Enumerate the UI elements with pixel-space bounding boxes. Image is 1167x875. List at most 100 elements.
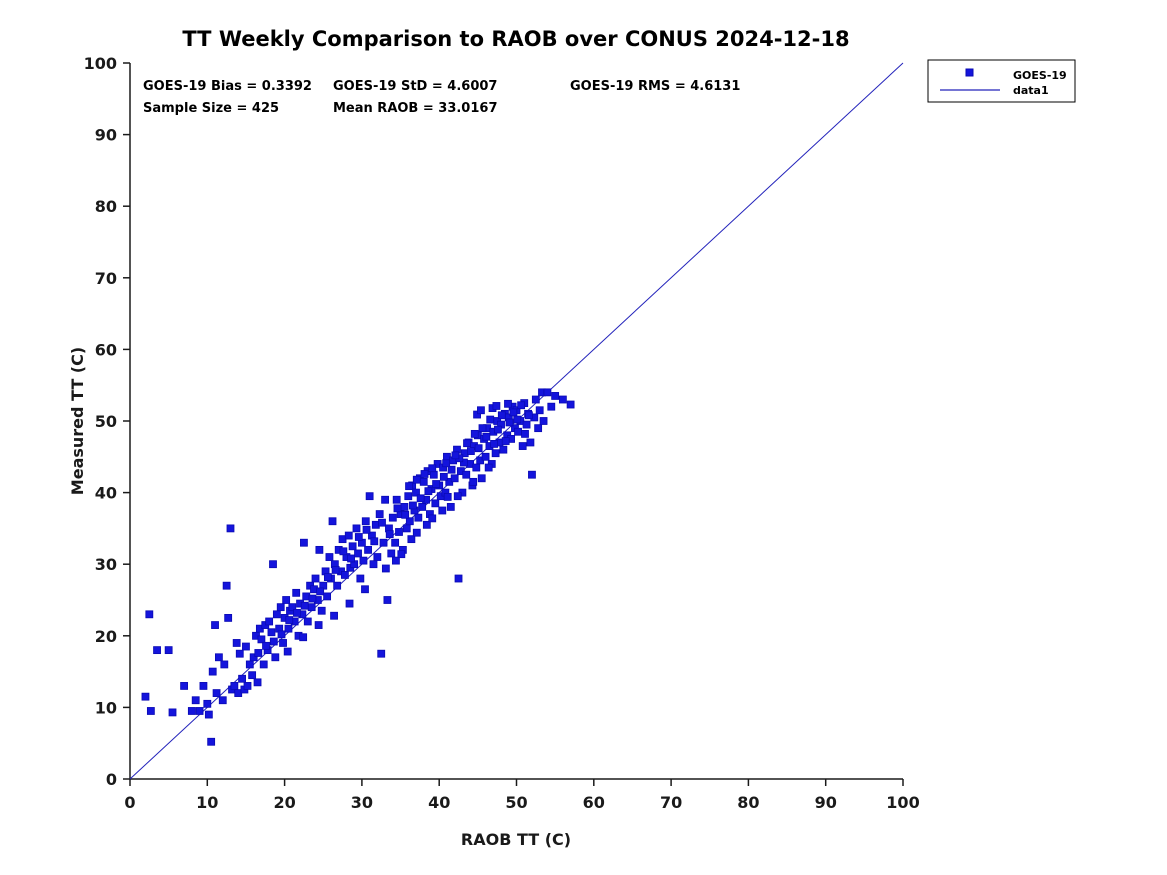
scatter-point	[222, 581, 231, 590]
scatter-point	[379, 538, 388, 547]
scatter-point	[428, 464, 437, 473]
y-tick-label: 70	[95, 269, 117, 288]
scatter-point	[513, 415, 522, 424]
scatter-point	[439, 472, 448, 481]
scatter-point	[387, 549, 396, 558]
scatter-point	[431, 499, 440, 508]
scatter-point	[146, 707, 155, 715]
scatter-point	[373, 553, 382, 561]
scatter-point	[333, 581, 342, 590]
scatter-point	[285, 616, 294, 624]
scatter-point	[463, 439, 471, 448]
y-tick-label: 80	[95, 197, 117, 216]
x-tick-label: 70	[660, 793, 682, 812]
scatter-point	[331, 566, 340, 574]
scatter-point	[450, 474, 459, 483]
scatter-point	[224, 614, 233, 622]
scatter-point	[494, 425, 502, 434]
scatter-point	[284, 624, 293, 633]
scatter-point	[381, 495, 389, 504]
x-axis-label: RAOB TT (C)	[461, 830, 571, 849]
scatter-point	[308, 594, 317, 603]
scatter-point	[378, 518, 386, 527]
scatter-point	[521, 429, 529, 438]
axes: 0 10 20 30 40 50 60 70 80 90 100 0 10 20 30 40 50 60 70 80 9…	[84, 54, 920, 812]
x-tick-label: 60	[583, 793, 605, 812]
scatter-point	[469, 477, 478, 486]
scatter-point	[383, 596, 392, 604]
scatter-point	[242, 642, 250, 651]
scatter-point	[277, 630, 286, 639]
x-tick-label: 0	[124, 793, 135, 812]
scatter-point	[416, 494, 425, 503]
scatter-point	[208, 667, 217, 676]
scatter-point	[504, 399, 512, 408]
scatter-point	[315, 545, 324, 554]
scatter-point	[497, 411, 506, 420]
scatter-point	[486, 415, 495, 424]
y-tick-label: 40	[95, 484, 117, 503]
scatter-point	[276, 603, 285, 612]
stat-std: GOES-19 StD = 4.6007	[333, 79, 497, 94]
scatter-point	[492, 402, 501, 410]
scatter-point	[447, 465, 456, 474]
y-tick-label: 100	[84, 54, 117, 73]
scatter-point	[402, 524, 411, 533]
scatter-point	[269, 637, 278, 646]
scatter-point	[395, 528, 403, 536]
scatter-point	[254, 649, 263, 657]
scatter-point	[345, 599, 354, 608]
scatter-point	[491, 449, 500, 458]
scatter-point	[243, 682, 252, 690]
scatter-point	[325, 553, 334, 561]
scatter-point	[478, 424, 487, 433]
scatter-point	[232, 639, 241, 647]
scatter-point	[354, 533, 363, 541]
scatter-point	[393, 504, 402, 513]
scatter-point	[362, 525, 371, 534]
scatter-point	[391, 538, 400, 547]
legend: GOES-19 data1	[927, 59, 1076, 103]
scatter-point	[265, 617, 274, 626]
scatter-point	[364, 545, 372, 554]
scatter-point	[535, 406, 544, 415]
y-tick-label: 20	[95, 627, 117, 646]
scatter-point	[365, 492, 374, 501]
scatter-point	[474, 444, 483, 453]
scatter-point	[330, 611, 338, 620]
scatter-point	[218, 696, 227, 705]
y-axis-label: Measured TT (C)	[68, 347, 87, 495]
scatter-point	[164, 646, 173, 655]
scatter-point	[509, 408, 518, 417]
scatter-point	[412, 528, 421, 537]
scatter-points-layer	[141, 388, 575, 746]
scatter-point	[442, 459, 451, 468]
scatter-point	[340, 571, 349, 579]
scatter-point	[253, 678, 262, 687]
scatter-point	[462, 470, 471, 479]
scatter-point	[484, 463, 493, 472]
scatter-point	[339, 547, 348, 556]
scatter-point	[269, 560, 277, 569]
scatter-point	[153, 646, 161, 655]
scatter-point	[481, 452, 490, 461]
scatter-point	[438, 506, 447, 515]
scatter-point	[446, 503, 455, 511]
x-tick-label: 50	[505, 793, 527, 812]
scatter-point	[385, 530, 394, 539]
scatter-point	[195, 707, 204, 715]
scatter-point	[414, 513, 423, 522]
scatter-point	[212, 689, 221, 697]
chart-title: TT Weekly Comparison to RAOB over CONUS …	[182, 27, 849, 51]
legend-label-data1: data1	[1013, 84, 1049, 97]
scatter-point	[522, 420, 531, 429]
scatter-point	[292, 588, 301, 597]
scatter-point	[418, 503, 427, 511]
x-tick-label: 20	[273, 793, 295, 812]
scatter-point	[534, 424, 543, 433]
legend-label-goes19: GOES-19	[1013, 69, 1067, 82]
scatter-point	[539, 417, 548, 425]
scatter-point	[432, 480, 441, 488]
scatter-point	[466, 447, 475, 455]
scatter-point	[477, 474, 486, 483]
